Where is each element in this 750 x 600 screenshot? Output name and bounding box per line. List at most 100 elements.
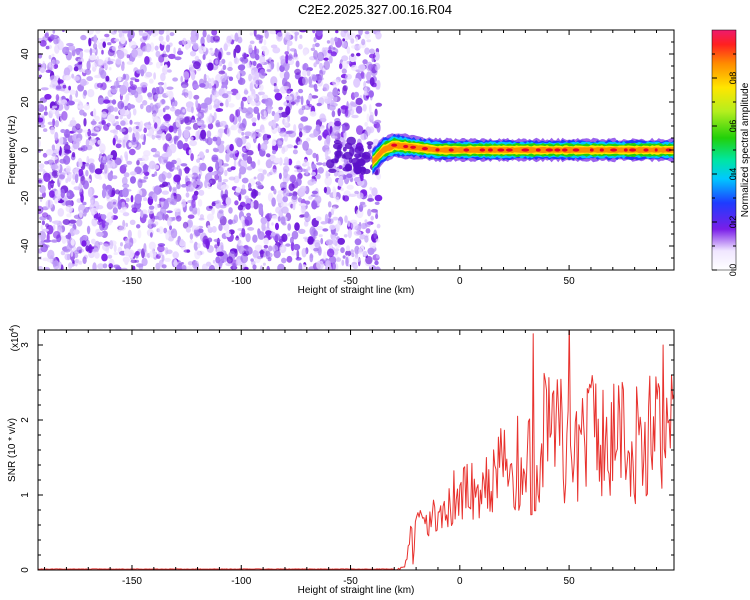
noise-blob bbox=[362, 104, 367, 112]
noise-blob bbox=[68, 85, 71, 91]
noise-blob bbox=[261, 129, 266, 134]
noise-blob bbox=[62, 30, 65, 33]
noise-blob bbox=[192, 225, 200, 230]
spectrogram-signal-band bbox=[372, 133, 674, 176]
noise-blob bbox=[82, 256, 87, 265]
noise-blob bbox=[246, 149, 254, 156]
noise-blob bbox=[306, 137, 311, 142]
noise-blob bbox=[90, 199, 94, 204]
noise-blob bbox=[41, 228, 50, 232]
noise-blob bbox=[270, 168, 278, 175]
noise-blob bbox=[242, 263, 245, 270]
noise-blob bbox=[66, 42, 74, 47]
noise-blob bbox=[358, 30, 363, 36]
colorbar-label: Normalized spectral amplitude bbox=[740, 82, 750, 217]
noise-blob bbox=[262, 226, 271, 231]
noise-blob bbox=[124, 151, 128, 159]
noise-blob bbox=[339, 171, 344, 176]
noise-blob bbox=[44, 160, 50, 165]
noise-blob bbox=[130, 195, 134, 203]
noise-blob bbox=[341, 68, 347, 74]
noise-blob bbox=[189, 233, 194, 240]
noise-blob bbox=[345, 250, 352, 257]
snr-x-tick-label: 0 bbox=[457, 576, 463, 587]
noise-blob bbox=[73, 99, 81, 103]
signal-core-peak bbox=[535, 148, 541, 152]
noise-blob bbox=[217, 210, 224, 220]
noise-blob bbox=[301, 247, 307, 258]
noise-blob bbox=[132, 108, 137, 116]
noise-blob bbox=[40, 87, 49, 91]
noise-blob bbox=[322, 83, 330, 92]
noise-blob bbox=[265, 230, 272, 236]
noise-blob bbox=[173, 174, 181, 183]
noise-blob bbox=[374, 260, 379, 266]
noise-blob bbox=[82, 201, 87, 206]
noise-blob bbox=[363, 86, 368, 96]
noise-blob bbox=[206, 34, 211, 43]
noise-blob bbox=[128, 40, 137, 49]
noise-blob bbox=[163, 82, 167, 91]
noise-blob bbox=[213, 111, 217, 121]
noise-blob bbox=[298, 131, 303, 138]
noise-blob bbox=[40, 224, 44, 230]
noise-blob bbox=[322, 228, 329, 232]
noise-blob bbox=[80, 78, 87, 87]
noise-blob bbox=[310, 47, 316, 51]
noise-blob bbox=[84, 68, 92, 75]
noise-blob bbox=[191, 105, 194, 114]
noise-blob bbox=[100, 69, 107, 79]
noise-blob bbox=[266, 69, 272, 72]
noise-blob bbox=[298, 262, 303, 270]
noise-blob bbox=[163, 227, 168, 234]
snr-x-tick-label: 50 bbox=[564, 576, 576, 587]
noise-blob bbox=[242, 219, 246, 229]
noise-blob bbox=[277, 31, 283, 37]
noise-blob bbox=[346, 31, 350, 38]
noise-blob bbox=[323, 251, 327, 261]
noise-blob bbox=[119, 107, 126, 116]
noise-blob bbox=[175, 215, 182, 222]
noise-blob bbox=[326, 248, 335, 258]
noise-blob bbox=[334, 248, 340, 252]
spectrogram-y-tick-label: 40 bbox=[20, 48, 31, 60]
noise-blob bbox=[375, 102, 383, 107]
noise-blob bbox=[237, 239, 242, 244]
noise-blob bbox=[274, 112, 280, 122]
noise-blob bbox=[241, 96, 248, 102]
signal-core-peak bbox=[463, 148, 470, 152]
noise-blob bbox=[257, 112, 261, 121]
noise-blob bbox=[235, 44, 241, 54]
spectrogram-x-tick-label: -150 bbox=[122, 276, 142, 287]
noise-blob bbox=[271, 215, 278, 220]
signal-core-peak bbox=[403, 144, 409, 149]
noise-blob bbox=[326, 40, 331, 44]
noise-blob bbox=[55, 85, 62, 90]
signal-core-peak bbox=[554, 148, 561, 152]
noise-blob bbox=[166, 210, 173, 214]
noise-blob bbox=[164, 257, 172, 262]
noise-blob bbox=[154, 122, 158, 129]
noise-blob bbox=[332, 216, 339, 221]
noise-blob bbox=[49, 190, 55, 198]
spectrogram-x-tick-label: -50 bbox=[343, 276, 358, 287]
noise-blob bbox=[131, 48, 138, 58]
noise-blob bbox=[292, 203, 296, 211]
noise-blob bbox=[226, 127, 231, 137]
noise-blob bbox=[316, 173, 321, 180]
noise-blob bbox=[108, 67, 112, 71]
noise-blob bbox=[345, 256, 349, 267]
noise-blob bbox=[191, 165, 200, 175]
noise-blob bbox=[139, 120, 144, 130]
noise-blob bbox=[94, 74, 102, 79]
noise-blob bbox=[275, 222, 279, 231]
noise-blob bbox=[324, 138, 330, 149]
noise-blob-dense bbox=[341, 154, 346, 159]
noise-blob bbox=[297, 197, 303, 203]
noise-blob bbox=[215, 256, 221, 264]
noise-blob bbox=[190, 153, 194, 162]
noise-blob bbox=[145, 105, 152, 113]
noise-blob bbox=[276, 193, 284, 204]
noise-blob bbox=[190, 179, 197, 189]
